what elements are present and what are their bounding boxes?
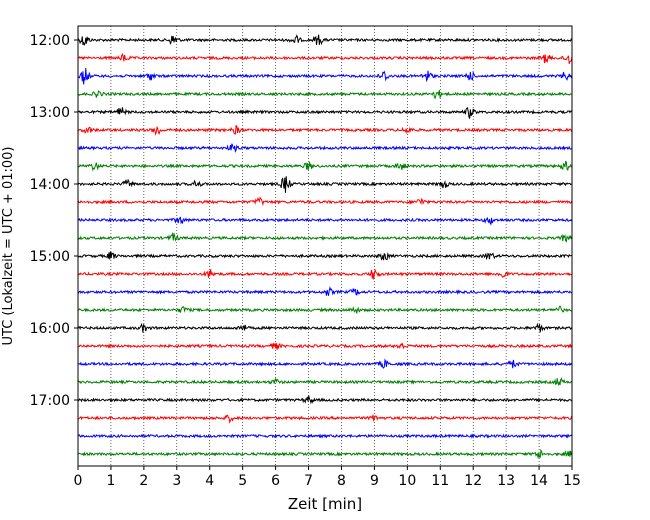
trace-line bbox=[77, 268, 573, 280]
x-tick-label: 4 bbox=[205, 473, 214, 489]
trace-line bbox=[77, 377, 573, 386]
trace-line bbox=[77, 251, 573, 261]
trace-line bbox=[77, 34, 573, 46]
trace-line bbox=[77, 342, 573, 350]
trace-line bbox=[77, 216, 573, 226]
x-tick-label: 11 bbox=[431, 473, 449, 489]
x-axis-label: Zeit [min] bbox=[288, 495, 362, 513]
trace-line bbox=[77, 160, 573, 172]
trace-line bbox=[77, 196, 573, 206]
y-axis-ticks: 12:00 13:00 14:00 15:00 16:00 17:00 bbox=[30, 33, 78, 409]
y-tick-label: 14:00 bbox=[30, 177, 70, 193]
trace-line bbox=[77, 107, 573, 120]
trace-line bbox=[77, 231, 573, 243]
trace-line bbox=[77, 322, 573, 333]
plot-border bbox=[77, 25, 573, 467]
plot-frame bbox=[78, 26, 572, 466]
y-tick-label: 15:00 bbox=[30, 249, 70, 265]
trace-line bbox=[77, 176, 573, 193]
x-tick-label: 6 bbox=[271, 473, 280, 489]
x-tick-label: 0 bbox=[74, 473, 83, 489]
x-tick-label: 8 bbox=[337, 473, 346, 489]
trace-line bbox=[77, 448, 573, 459]
x-tick-label: 12 bbox=[464, 473, 482, 489]
x-tick-label: 14 bbox=[530, 473, 548, 489]
y-axis-label: UTC (Lokalzeit = UTC + 01:00) bbox=[1, 147, 16, 346]
trace-line bbox=[77, 358, 573, 369]
y-tick-label: 12:00 bbox=[30, 33, 70, 49]
trace-line bbox=[77, 305, 573, 314]
x-tick-label: 15 bbox=[563, 473, 581, 489]
x-tick-label: 3 bbox=[172, 473, 181, 489]
y-tick-label: 16:00 bbox=[30, 321, 70, 337]
x-tick-label: 10 bbox=[398, 473, 416, 489]
trace-line bbox=[77, 89, 573, 100]
x-tick-label: 5 bbox=[238, 473, 247, 489]
trace-line bbox=[77, 53, 573, 64]
x-tick-label: 13 bbox=[497, 473, 515, 489]
trace-line bbox=[77, 143, 573, 153]
x-tick-label: 7 bbox=[304, 473, 313, 489]
trace-lines bbox=[77, 34, 573, 459]
trace-line bbox=[77, 68, 573, 85]
x-tick-label: 9 bbox=[370, 473, 379, 489]
y-tick-label: 17:00 bbox=[30, 393, 70, 409]
trace-line bbox=[77, 286, 573, 296]
x-tick-label: 2 bbox=[139, 473, 148, 489]
trace-line bbox=[77, 414, 573, 425]
trace-line bbox=[77, 395, 573, 405]
trace-line bbox=[77, 433, 573, 439]
trace-line bbox=[77, 124, 573, 136]
x-tick-label: 1 bbox=[106, 473, 115, 489]
grid-lines bbox=[110, 26, 540, 466]
y-tick-label: 13:00 bbox=[30, 105, 70, 121]
x-axis-ticks: 0 1 2 3 4 5 6 7 8 9 10 11 12 13 14 15 bbox=[74, 466, 581, 489]
